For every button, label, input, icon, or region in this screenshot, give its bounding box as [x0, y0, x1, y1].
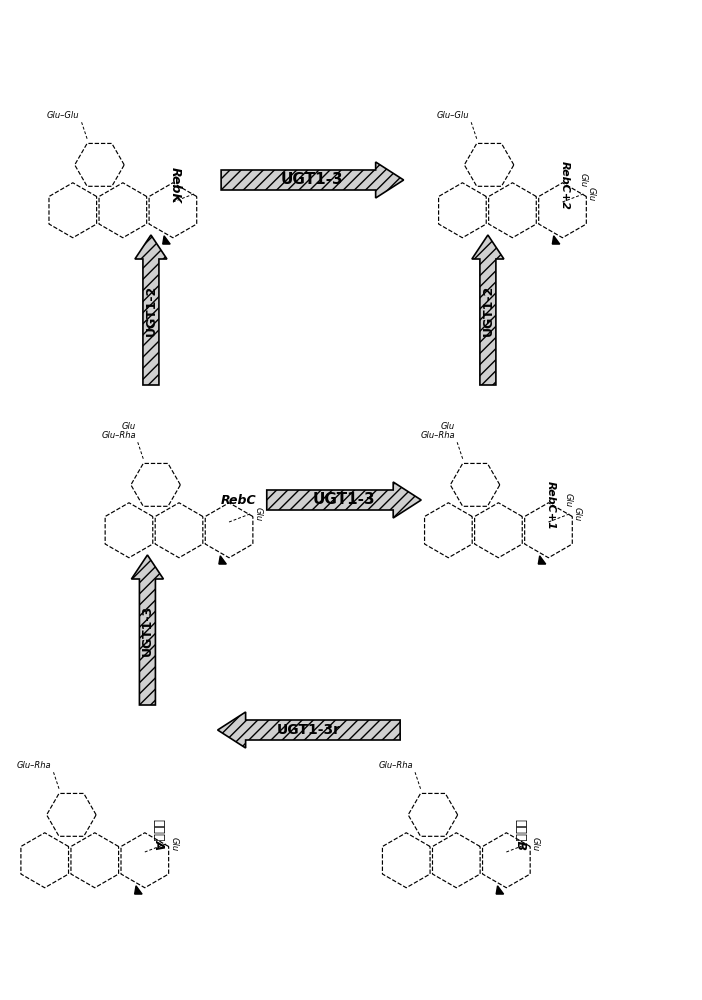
- Polygon shape: [538, 556, 545, 564]
- Text: Glu
Glu–Rha: Glu Glu–Rha: [101, 422, 135, 440]
- Text: 杜克苷A: 杜克苷A: [152, 819, 164, 851]
- Text: Glu
Glu–Rha: Glu Glu–Rha: [420, 422, 455, 440]
- Text: RebK: RebK: [169, 167, 182, 203]
- Text: Glu: Glu: [253, 507, 263, 521]
- Text: Glu: Glu: [531, 837, 540, 851]
- Text: Glu: Glu: [578, 173, 587, 187]
- Polygon shape: [163, 236, 170, 244]
- Text: UGT1-3: UGT1-3: [281, 172, 344, 188]
- Text: Glu–Glu: Glu–Glu: [47, 111, 79, 120]
- Text: Glu–Glu: Glu–Glu: [437, 111, 469, 120]
- Text: Glu–Rha: Glu–Rha: [378, 761, 413, 770]
- Text: Glu: Glu: [573, 507, 582, 521]
- Text: Glu: Glu: [169, 837, 178, 851]
- Polygon shape: [552, 236, 559, 244]
- Polygon shape: [219, 556, 226, 564]
- Text: UGT1-3: UGT1-3: [141, 604, 154, 656]
- Polygon shape: [135, 235, 167, 385]
- Polygon shape: [131, 555, 164, 705]
- Text: Glu: Glu: [564, 493, 573, 507]
- Text: UGT1-3r: UGT1-3r: [277, 723, 341, 737]
- Polygon shape: [221, 162, 404, 198]
- Polygon shape: [472, 235, 504, 385]
- Text: RebC+2: RebC+2: [560, 161, 570, 209]
- Text: UGT1-3: UGT1-3: [312, 492, 376, 508]
- Text: RebC: RebC: [221, 493, 256, 506]
- Polygon shape: [267, 482, 421, 518]
- Text: RebC+1: RebC+1: [546, 481, 556, 529]
- Text: Glu: Glu: [587, 187, 596, 201]
- Polygon shape: [135, 886, 142, 894]
- Polygon shape: [496, 886, 503, 894]
- Text: Glu–Rha: Glu–Rha: [17, 761, 51, 770]
- Text: UGT1-2: UGT1-2: [145, 284, 157, 336]
- Polygon shape: [218, 712, 400, 748]
- Text: 杜克苷B: 杜克苷B: [513, 819, 526, 851]
- Text: UGT1-2: UGT1-2: [482, 284, 494, 336]
